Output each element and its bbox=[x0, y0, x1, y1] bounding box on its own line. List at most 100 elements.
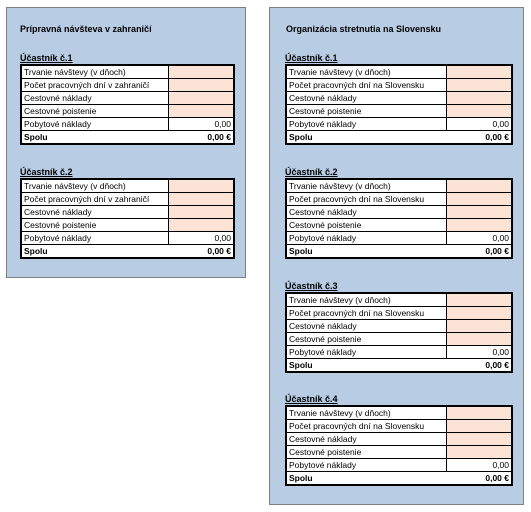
input-cell[interactable] bbox=[168, 104, 234, 118]
row-label: Počet pracovných dní v zahraničí bbox=[21, 78, 169, 92]
input-cell[interactable] bbox=[446, 104, 512, 118]
row-label: Počet pracovných dní na Slovensku bbox=[286, 192, 447, 206]
participant-title: Účastník č.2 bbox=[285, 167, 338, 177]
row-label: Trvanie návštevy (v dňoch) bbox=[286, 293, 447, 307]
participant-group: Účastník č.1 Trvanie návštevy (v dňoch) Po… bbox=[285, 52, 513, 145]
row-label: Počet pracovných dní na Slovensku bbox=[286, 419, 447, 433]
total-row: Spolu 0,00 € bbox=[21, 130, 234, 144]
total-value: 0,00 € bbox=[446, 244, 512, 258]
table-row: Cestovné náklady bbox=[286, 319, 512, 333]
total-row: Spolu 0,00 € bbox=[286, 471, 512, 485]
table-row: Cestovné poistenie bbox=[286, 445, 512, 459]
computed-cell: 0,00 bbox=[446, 458, 512, 472]
cost-table: Trvanie návštevy (v dňoch) Počet pracovný… bbox=[20, 64, 235, 145]
table-row: Trvanie návštevy (v dňoch) bbox=[286, 293, 512, 307]
participant-group: Účastník č.1 Trvanie návštevy (v dňoch) Po… bbox=[20, 52, 235, 145]
table-row: Počet pracovných dní na Slovensku bbox=[286, 306, 512, 320]
row-label: Trvanie návštevy (v dňoch) bbox=[21, 65, 169, 79]
total-value: 0,00 € bbox=[168, 130, 234, 144]
table-row: Pobytové náklady 0,00 bbox=[286, 231, 512, 245]
input-cell[interactable] bbox=[446, 192, 512, 206]
table-row: Počet pracovných dní na Slovensku bbox=[286, 192, 512, 206]
computed-cell: 0,00 bbox=[168, 117, 234, 131]
input-cell[interactable] bbox=[168, 218, 234, 232]
input-cell[interactable] bbox=[446, 293, 512, 307]
table-row: Trvanie návštevy (v dňoch) bbox=[21, 65, 234, 79]
computed-cell: 0,00 bbox=[446, 345, 512, 359]
participant-group: Účastník č.4 Trvanie návštevy (v dňoch) Po… bbox=[285, 393, 513, 486]
row-label: Trvanie návštevy (v dňoch) bbox=[286, 406, 447, 420]
row-label: Pobytové náklady bbox=[21, 117, 169, 131]
table-row: Cestovné náklady bbox=[286, 91, 512, 105]
participant-title: Účastník č.3 bbox=[285, 281, 338, 291]
table-row: Počet pracovných dní na Slovensku bbox=[286, 419, 512, 433]
participant-title: Účastník č.4 bbox=[285, 394, 338, 404]
table-row: Trvanie návštevy (v dňoch) bbox=[286, 65, 512, 79]
participant-group: Účastník č.3 Trvanie návštevy (v dňoch) Po… bbox=[285, 280, 513, 373]
table-row: Cestovné náklady bbox=[286, 432, 512, 446]
total-label: Spolu bbox=[286, 244, 446, 258]
total-label: Spolu bbox=[286, 130, 446, 144]
table-row: Počet pracovných dní na Slovensku bbox=[286, 78, 512, 92]
table-row: Trvanie návštevy (v dňoch) bbox=[21, 179, 234, 193]
row-label: Pobytové náklady bbox=[21, 231, 169, 245]
total-value: 0,00 € bbox=[446, 471, 512, 485]
table-row: Cestovné poistenie bbox=[286, 332, 512, 346]
row-label: Cestovné náklady bbox=[286, 91, 447, 105]
row-label: Cestovné poistenie bbox=[21, 218, 169, 232]
row-label: Cestovné náklady bbox=[286, 432, 447, 446]
table-row: Trvanie návštevy (v dňoch) bbox=[286, 179, 512, 193]
participant-title: Účastník č.1 bbox=[285, 53, 338, 63]
input-cell[interactable] bbox=[446, 205, 512, 219]
input-cell[interactable] bbox=[446, 65, 512, 79]
row-label: Cestovné poistenie bbox=[21, 104, 169, 118]
row-label: Trvanie návštevy (v dňoch) bbox=[286, 65, 447, 79]
input-cell[interactable] bbox=[446, 319, 512, 333]
total-row: Spolu 0,00 € bbox=[286, 358, 512, 372]
total-label: Spolu bbox=[286, 471, 446, 485]
cost-table: Trvanie návštevy (v dňoch) Počet pracovný… bbox=[285, 64, 513, 145]
row-label: Cestovné poistenie bbox=[286, 445, 447, 459]
row-label: Trvanie návštevy (v dňoch) bbox=[21, 179, 169, 193]
input-cell[interactable] bbox=[446, 332, 512, 346]
row-label: Pobytové náklady bbox=[286, 231, 447, 245]
input-cell[interactable] bbox=[446, 91, 512, 105]
input-cell[interactable] bbox=[446, 419, 512, 433]
input-cell[interactable] bbox=[446, 218, 512, 232]
input-cell[interactable] bbox=[446, 306, 512, 320]
input-cell[interactable] bbox=[168, 192, 234, 206]
table-row: Cestovné poistenie bbox=[286, 218, 512, 232]
participant-group: Účastník č.2 Trvanie návštevy (v dňoch) Po… bbox=[285, 166, 513, 259]
row-label: Cestovné náklady bbox=[286, 319, 447, 333]
total-label: Spolu bbox=[21, 130, 168, 144]
input-cell[interactable] bbox=[446, 179, 512, 193]
row-label: Počet pracovných dní v zahraničí bbox=[21, 192, 169, 206]
row-label: Pobytové náklady bbox=[286, 458, 447, 472]
total-row: Spolu 0,00 € bbox=[286, 130, 512, 144]
input-cell[interactable] bbox=[168, 78, 234, 92]
table-row: Pobytové náklady 0,00 bbox=[21, 231, 234, 245]
cost-table: Trvanie návštevy (v dňoch) Počet pracovný… bbox=[285, 292, 513, 373]
cost-table: Trvanie návštevy (v dňoch) Počet pracovný… bbox=[285, 405, 513, 486]
input-cell[interactable] bbox=[446, 445, 512, 459]
input-cell[interactable] bbox=[446, 406, 512, 420]
participant-title: Účastník č.2 bbox=[20, 167, 73, 177]
input-cell[interactable] bbox=[446, 432, 512, 446]
input-cell[interactable] bbox=[168, 91, 234, 105]
panel-title-left: Prípravná návšteva v zahraničí bbox=[20, 24, 152, 34]
total-value: 0,00 € bbox=[168, 244, 234, 258]
row-label: Trvanie návštevy (v dňoch) bbox=[286, 179, 447, 193]
input-cell[interactable] bbox=[168, 205, 234, 219]
total-row: Spolu 0,00 € bbox=[286, 244, 512, 258]
panel-title-right: Organizácia stretnutia na Slovensku bbox=[286, 24, 442, 34]
table-row: Pobytové náklady 0,00 bbox=[286, 345, 512, 359]
row-label: Cestovné náklady bbox=[21, 91, 169, 105]
input-cell[interactable] bbox=[168, 179, 234, 193]
table-row: Cestovné náklady bbox=[21, 205, 234, 219]
cost-table: Trvanie návštevy (v dňoch) Počet pracovný… bbox=[20, 178, 235, 259]
table-row: Počet pracovných dní v zahraničí bbox=[21, 78, 234, 92]
input-cell[interactable] bbox=[168, 65, 234, 79]
table-row: Trvanie návštevy (v dňoch) bbox=[286, 406, 512, 420]
total-row: Spolu 0,00 € bbox=[21, 244, 234, 258]
input-cell[interactable] bbox=[446, 78, 512, 92]
